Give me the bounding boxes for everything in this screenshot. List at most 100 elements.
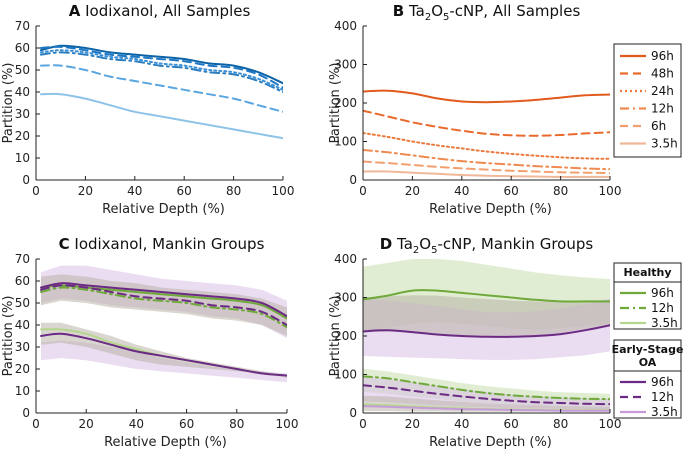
legend-box-healthy [613,262,682,330]
series-line-24h [363,132,610,160]
x-tick-label: 60 [177,184,192,198]
series-line-24h [39,49,283,91]
legend-label: 12h [651,301,674,315]
x-tick-label: 80 [229,417,244,431]
x-tick-label: 80 [553,417,568,431]
x-tick-label: 100 [599,417,622,431]
y-tick-label: 10 [15,151,30,165]
series-group [40,282,287,377]
title-part: -cNP, All Samples [449,2,580,20]
series-line-healthy-12h [363,375,610,401]
y-tick-label: 50 [15,63,30,77]
panel-b: 0 100 200 300 400 0 20 40 60 80 100 Relative Depth … [328,2,621,217]
panel-d: 0 100 200 300 400 0 20 40 60 80 100 Relative Depth … [328,235,621,450]
x-tick-label: 80 [226,184,241,198]
y-tick-label: 0 [22,406,30,420]
series-line-early-stage-oa-96h [363,324,610,338]
x-tick-label: 20 [405,184,420,198]
legend-label: 48h [651,67,674,81]
y-axis-label: Partition (%) [1,63,16,144]
y-axis-label: Partition (%) [328,63,343,144]
x-tick-label: 60 [504,417,519,431]
legend-label: 6h [651,119,666,133]
x-tick-label: 40 [454,184,469,198]
chart-title: A Iodixanol, All Samples [69,2,251,20]
panel-c: 0 10 20 30 40 50 60 70 0 20 40 60 80 100 Relative Dept… [1,235,298,450]
chart-title: C Iodixanol, Mankin Groups [59,235,265,253]
title-subscript: 5 [431,245,437,256]
series-line-early-stage-oa-12h [363,384,610,406]
legend-label: 96h [651,375,674,389]
x-tick-label: 40 [129,417,144,431]
panel-letter: B [393,2,404,20]
legend-label: 96h [651,286,674,300]
series-line-96h [39,44,283,85]
x-tick-label: 60 [179,417,194,431]
x-tick-label: 100 [276,417,299,431]
y-tick-label: 30 [15,340,30,354]
x-tick-label: 60 [504,184,519,198]
legend-heading: Early-Stage [612,343,684,356]
title-text: Iodixanol, Mankin Groups [74,235,264,253]
series-line-6h [363,160,610,175]
y-tick-label: 20 [15,129,30,143]
legend-label: 3.5h [651,405,678,419]
y-tick-label: 300 [334,291,357,305]
series-group [363,289,610,412]
x-axis-label: Relative Depth (%) [104,435,227,450]
series-group [39,44,283,140]
series-line-3-5h [363,170,610,178]
y-tick-label: 400 [334,19,357,33]
x-tick-label: 0 [359,417,367,431]
y-axis-label: Partition (%) [1,296,16,377]
legend-label: 12h [651,102,674,116]
x-tick-label: 0 [32,417,40,431]
x-tick-label: 20 [79,417,94,431]
panel-a: 0 10 20 30 40 50 60 70 0 20 40 60 80 100 Relative Dept… [1,2,294,217]
series-line-healthy-96h [363,289,610,303]
title-part: Ta [408,2,425,20]
panel-letter: C [59,235,70,253]
series-group [363,89,610,178]
y-tick-label: 200 [334,96,357,110]
legend-label: 3.5h [651,316,678,330]
legend-b: 96h 48h 24h 12h 6h 3.5h [613,43,682,158]
panel-letter: D [380,235,392,253]
y-tick-label: 40 [15,85,30,99]
series-line-12h [39,51,283,93]
chart-title: B Ta2O5-cNP, All Samples [393,2,581,23]
title-part: -cNP, Mankin Groups [437,235,593,253]
series-line-healthy-12h [40,286,287,329]
y-tick-label: 50 [15,296,30,310]
y-tick-label: 400 [334,252,357,266]
x-tick-label: 20 [405,417,420,431]
x-tick-label: 100 [599,184,622,198]
x-tick-label: 80 [553,184,568,198]
title-subscript: 2 [425,12,431,23]
y-tick-label: 0 [349,406,357,420]
title-part: O [431,2,443,20]
x-tick-label: 40 [127,184,142,198]
series-line-early-stage-oa-3-5h [363,405,610,412]
confidence-band-3 [363,295,610,337]
legend-label: 96h [651,49,674,63]
title-part: Ta [396,235,413,253]
series-line-early-stage-oa-12h [40,284,287,326]
x-tick-label: 100 [272,184,295,198]
x-tick-label: 20 [78,184,93,198]
y-tick-label: 70 [15,252,30,266]
y-tick-label: 40 [15,318,30,332]
series-line-48h [363,109,610,137]
x-tick-label: 40 [454,417,469,431]
legend-box-oa [613,339,682,419]
legend-label: 12h [651,390,674,404]
y-tick-label: 300 [334,58,357,72]
y-tick-label: 200 [334,329,357,343]
title-text: Iodixanol, All Samples [85,2,250,20]
bands [41,265,287,383]
series-line-early-stage-oa-96h [40,282,287,318]
title-subscript: 5 [443,12,449,23]
y-tick-label: 60 [15,274,30,288]
